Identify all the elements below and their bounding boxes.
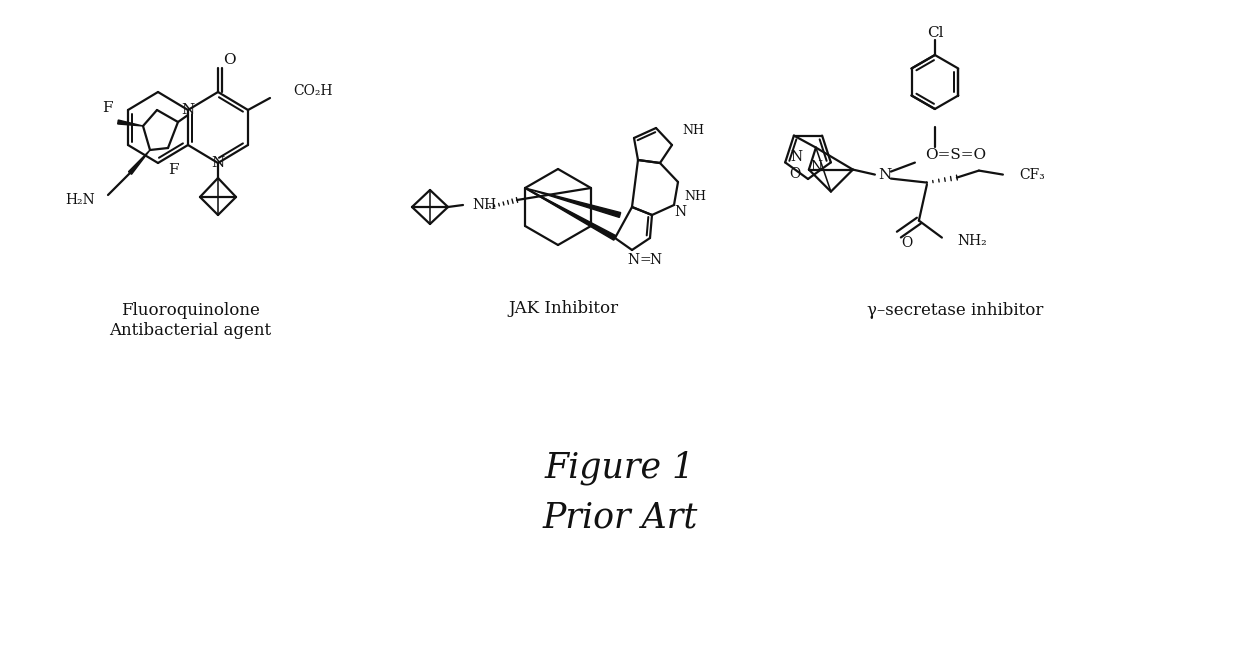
Text: N: N (675, 205, 686, 219)
Text: H₂N: H₂N (66, 193, 95, 207)
Text: Figure 1: Figure 1 (544, 451, 696, 485)
Polygon shape (525, 188, 616, 240)
Text: F: F (167, 163, 179, 177)
Text: N: N (649, 253, 661, 267)
Text: Cl: Cl (926, 26, 944, 40)
Polygon shape (118, 120, 143, 126)
Text: N: N (211, 156, 224, 170)
Text: O: O (789, 167, 800, 181)
Text: CO₂H: CO₂H (293, 84, 332, 98)
Polygon shape (129, 150, 150, 174)
Text: γ–secretase inhibitor: γ–secretase inhibitor (867, 302, 1043, 319)
Text: O: O (223, 53, 236, 67)
Text: =: = (639, 253, 651, 267)
Text: NH: NH (472, 198, 496, 212)
Text: O: O (901, 236, 913, 249)
Text: NH: NH (682, 124, 704, 136)
Text: F: F (103, 101, 113, 115)
Text: N: N (627, 253, 639, 267)
Text: O=S=O: O=S=O (925, 147, 986, 162)
Text: Fluoroquinolone
Antibacterial agent: Fluoroquinolone Antibacterial agent (109, 302, 272, 339)
Text: CF₃: CF₃ (1019, 168, 1044, 182)
Text: Prior Art: Prior Art (542, 501, 698, 535)
Text: JAK Inhibitor: JAK Inhibitor (508, 300, 618, 317)
Text: N: N (181, 103, 195, 117)
Text: NH₂: NH₂ (957, 234, 987, 247)
Text: N: N (811, 161, 823, 174)
Text: N: N (790, 151, 802, 164)
Polygon shape (525, 188, 621, 217)
Text: NH: NH (684, 191, 706, 203)
Text: N: N (878, 168, 892, 182)
